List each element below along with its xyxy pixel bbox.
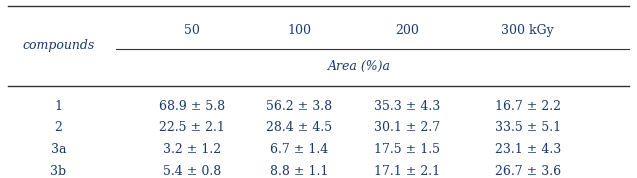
Text: 3a: 3a (51, 143, 66, 156)
Text: 17.5 ± 1.5: 17.5 ± 1.5 (375, 143, 440, 156)
Text: 8.8 ± 1.1: 8.8 ± 1.1 (270, 165, 329, 178)
Text: 23.1 ± 4.3: 23.1 ± 4.3 (495, 143, 561, 156)
Text: 28.4 ± 4.5: 28.4 ± 4.5 (266, 121, 333, 134)
Text: 3.2 ± 1.2: 3.2 ± 1.2 (162, 143, 220, 156)
Text: 16.7 ± 2.2: 16.7 ± 2.2 (495, 100, 561, 113)
Text: 33.5 ± 5.1: 33.5 ± 5.1 (495, 121, 561, 134)
Text: 56.2 ± 3.8: 56.2 ± 3.8 (266, 100, 333, 113)
Text: 100: 100 (287, 24, 311, 37)
Text: 1: 1 (55, 100, 62, 113)
Text: 22.5 ± 2.1: 22.5 ± 2.1 (159, 121, 225, 134)
Text: 50: 50 (183, 24, 199, 37)
Text: 5.4 ± 0.8: 5.4 ± 0.8 (162, 165, 221, 178)
Text: 3b: 3b (50, 165, 66, 178)
Text: 6.7 ± 1.4: 6.7 ± 1.4 (270, 143, 329, 156)
Text: 2: 2 (55, 121, 62, 134)
Text: Area (%)a: Area (%)a (328, 60, 391, 73)
Text: 200: 200 (396, 24, 419, 37)
Text: 30.1 ± 2.7: 30.1 ± 2.7 (374, 121, 440, 134)
Text: compounds: compounds (22, 39, 94, 52)
Text: 300 kGy: 300 kGy (501, 24, 554, 37)
Text: 26.7 ± 3.6: 26.7 ± 3.6 (495, 165, 561, 178)
Text: 17.1 ± 2.1: 17.1 ± 2.1 (374, 165, 440, 178)
Text: 35.3 ± 4.3: 35.3 ± 4.3 (374, 100, 440, 113)
Text: 68.9 ± 5.8: 68.9 ± 5.8 (159, 100, 225, 113)
